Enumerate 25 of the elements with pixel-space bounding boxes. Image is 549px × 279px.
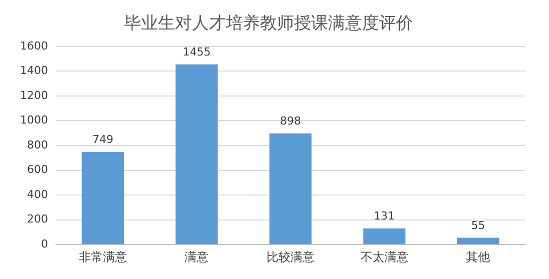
bar bbox=[363, 228, 406, 244]
y-tick-label: 1200 bbox=[20, 88, 48, 102]
y-tick-label: 200 bbox=[26, 212, 48, 226]
bar bbox=[82, 152, 124, 244]
x-tick-label: 非常满意 bbox=[78, 250, 127, 264]
y-tick-label: 600 bbox=[26, 163, 48, 176]
y-tick-label: 1000 bbox=[20, 114, 48, 127]
data-label: 1455 bbox=[182, 46, 211, 59]
bar bbox=[456, 238, 500, 244]
y-tick-label: 1600 bbox=[20, 39, 48, 52]
x-tick-label: 不太满意 bbox=[360, 250, 408, 264]
data-label: 131 bbox=[374, 210, 395, 223]
y-tick-label: 800 bbox=[26, 138, 48, 152]
data-label: 55 bbox=[471, 219, 486, 232]
y-tick-label: 1400 bbox=[20, 64, 48, 78]
bar bbox=[176, 64, 218, 244]
data-label: 898 bbox=[280, 114, 301, 128]
x-tick-label: 其他 bbox=[466, 250, 490, 264]
bar bbox=[269, 133, 312, 244]
chart-title: 毕业生对人才培养教师授课满意度评价 bbox=[124, 14, 413, 34]
data-label: 749 bbox=[92, 133, 114, 146]
x-tick-label: 满意 bbox=[184, 250, 209, 264]
y-tick-label: 0 bbox=[40, 237, 48, 250]
y-tick-label: 400 bbox=[26, 188, 48, 201]
x-tick-label: 比较满意 bbox=[266, 250, 314, 264]
